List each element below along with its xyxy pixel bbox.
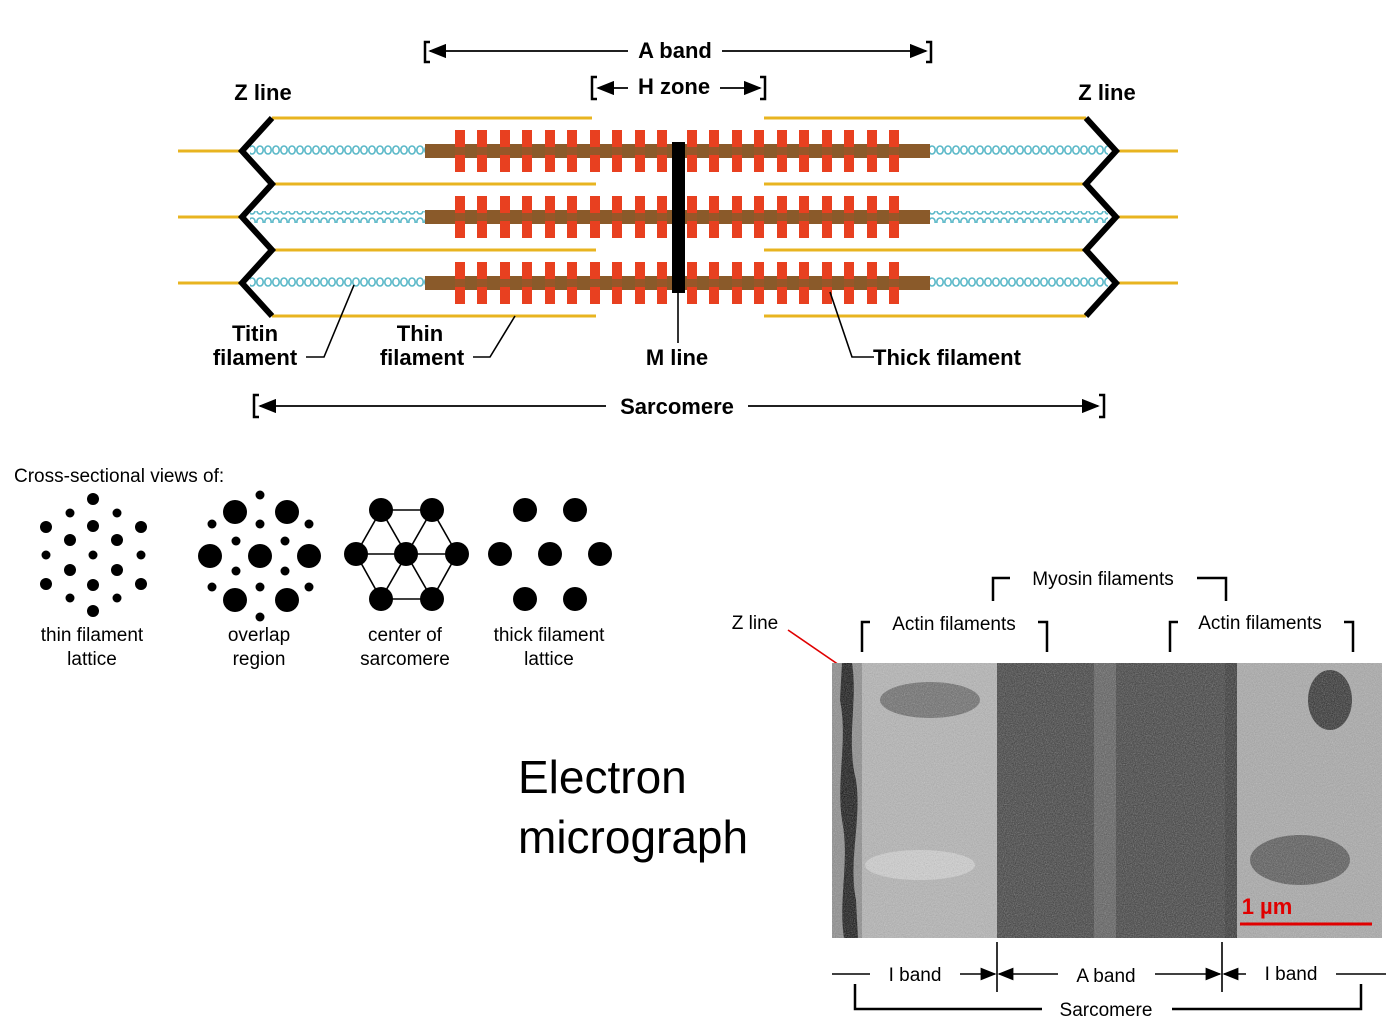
cross-sections: Cross-sectional views of: — [14, 466, 612, 670]
scale-label: 1 µm — [1242, 894, 1293, 919]
micrograph-z-line-label: Z line — [732, 613, 778, 634]
z-line-left-label: Z line — [234, 80, 291, 105]
micrograph-image: 1 µm — [832, 663, 1382, 938]
view3-line2: sarcomere — [360, 649, 450, 670]
actin-brackets — [860, 620, 1355, 652]
band-dividers — [832, 942, 1386, 992]
electron-micrograph-section: Electron micrograph Myosin filaments Act… — [518, 569, 1386, 1021]
thick-filament-lattice-view — [488, 498, 612, 611]
view4-line2: lattice — [524, 649, 574, 670]
thin-label-line2: filament — [380, 345, 465, 370]
titin-label-line1: Titin — [232, 321, 278, 346]
sarcomere-diagram: A band H zone Z line Z line — [178, 38, 1178, 419]
sarcomere-bracket: Sarcomere — [252, 393, 1106, 419]
titin-label-line2: filament — [213, 345, 298, 370]
h-zone-bracket: H zone — [590, 74, 767, 101]
a-band-bracket: A band — [423, 38, 933, 64]
actin-right-label: Actin filaments — [1198, 613, 1322, 634]
view1-line2: lattice — [67, 649, 117, 670]
myosin-label: Myosin filaments — [1032, 569, 1174, 590]
thick-filament-label: Thick filament — [873, 345, 1022, 370]
h-zone-label: H zone — [638, 74, 710, 99]
view3-line1: center of — [368, 625, 443, 646]
sarcomere-label: Sarcomere — [620, 394, 734, 419]
micrograph-title-line1: Electron — [518, 751, 687, 803]
m-line — [672, 142, 685, 293]
view2-line1: overlap — [228, 625, 290, 646]
micrograph-sarcomere-bracket — [853, 984, 1363, 1011]
micrograph-a-band-label: A band — [1076, 966, 1135, 987]
thin-filament-lattice-view — [40, 493, 147, 617]
z-lines — [237, 115, 1121, 319]
micrograph-title-line2: micrograph — [518, 811, 748, 863]
z-line-right-label: Z line — [1078, 80, 1135, 105]
m-line-label: M line — [646, 345, 708, 370]
actin-left-label: Actin filaments — [892, 614, 1016, 635]
myosin-bracket — [991, 576, 1228, 601]
center-of-sarcomere-view — [344, 498, 469, 611]
leader-lines — [306, 284, 874, 358]
a-band-label: A band — [638, 38, 712, 63]
view2-line2: region — [233, 649, 286, 670]
i-band-left-label: I band — [889, 965, 942, 986]
overlap-region-view — [198, 490, 321, 622]
cross-section-heading: Cross-sectional views of: — [14, 466, 224, 487]
micrograph-sarcomere-label: Sarcomere — [1060, 1000, 1153, 1021]
thin-label-line1: Thin — [397, 321, 443, 346]
thin-filaments — [178, 116, 1178, 318]
titin-filaments — [250, 145, 1108, 289]
view1-line1: thin filament — [41, 625, 144, 646]
i-band-right-label: I band — [1265, 964, 1318, 985]
view4-line1: thick filament — [494, 625, 606, 646]
